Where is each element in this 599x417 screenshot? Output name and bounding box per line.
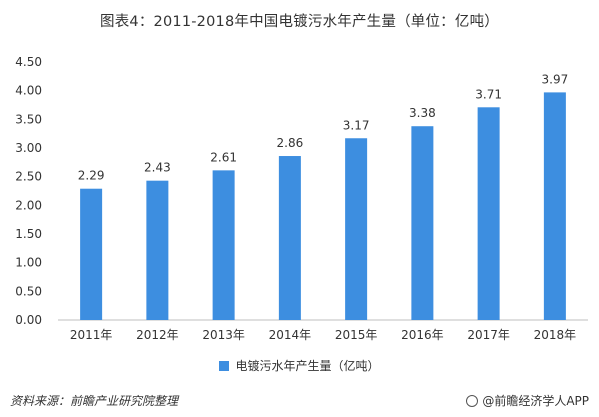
x-tick-label: 2013年 [202, 328, 245, 342]
y-tick-label: 2.00 [15, 198, 42, 212]
y-tick-label: 4.00 [15, 84, 42, 98]
bar-2011年 [80, 188, 103, 320]
bar-2017年 [477, 107, 500, 320]
bar-2014年 [278, 156, 301, 320]
x-tick-label: 2017年 [467, 328, 510, 342]
data-label: 3.97 [542, 72, 569, 86]
data-label: 3.17 [343, 118, 370, 132]
bar-2016年 [411, 126, 434, 320]
bars [80, 92, 566, 321]
legend: 电镀污水年产生量（亿吨） [0, 357, 599, 374]
source-note: 资料来源：前瞻产业研究院整理 [10, 394, 179, 408]
legend-swatch [219, 360, 230, 371]
x-tick-label: 2015年 [335, 328, 378, 342]
data-label: 2.43 [144, 161, 171, 175]
data-label: 2.86 [277, 136, 304, 150]
y-tick-label: 1.50 [15, 227, 42, 241]
chart-title: 图表4：2011-2018年中国电镀污水年产生量（单位：亿吨） [100, 14, 499, 30]
data-label: 3.71 [475, 87, 502, 101]
footer: 资料来源：前瞻产业研究院整理 @前瞻经济学人APP [0, 384, 599, 417]
x-axis-ticks: 2011年 2012年 2013年 2014年 2015年 2016年 2017年 2018年 [70, 328, 576, 342]
y-tick-label: 1.00 [15, 256, 42, 270]
y-tick-label: 3.00 [15, 141, 42, 155]
y-tick-label: 3.50 [15, 112, 42, 126]
x-tick-label: 2012年 [136, 328, 179, 342]
y-tick-label: 0.00 [15, 313, 42, 327]
bar-2012年 [146, 180, 169, 320]
x-tick-label: 2016年 [401, 328, 444, 342]
y-tick-label: 4.50 [15, 55, 42, 69]
brand-label: @前瞻经济学人APP [482, 394, 589, 408]
brand-watermark: @前瞻经济学人APP [466, 392, 589, 409]
legend-label: 电镀污水年产生量（亿吨） [235, 359, 380, 373]
data-label: 2.29 [78, 169, 105, 183]
x-tick-label: 2014年 [269, 328, 312, 342]
data-labels: 2.29 2.43 2.61 2.86 3.17 3.38 3.71 3.97 [78, 72, 568, 182]
bar-2015年 [345, 138, 368, 320]
brand-logo-icon [466, 394, 479, 407]
y-tick-label: 0.50 [15, 284, 42, 298]
x-tick-label: 2018年 [534, 328, 577, 342]
x-tick-label: 2011年 [70, 328, 113, 342]
bar-2018年 [543, 92, 566, 321]
y-axis-ticks: 0.00 0.50 1.00 1.50 2.00 2.50 3.00 3.50 4.00 4.50 [15, 55, 42, 327]
bar-2013年 [212, 170, 235, 320]
y-tick-label: 2.50 [15, 170, 42, 184]
data-label: 2.61 [210, 150, 237, 164]
data-label: 3.38 [409, 106, 436, 120]
